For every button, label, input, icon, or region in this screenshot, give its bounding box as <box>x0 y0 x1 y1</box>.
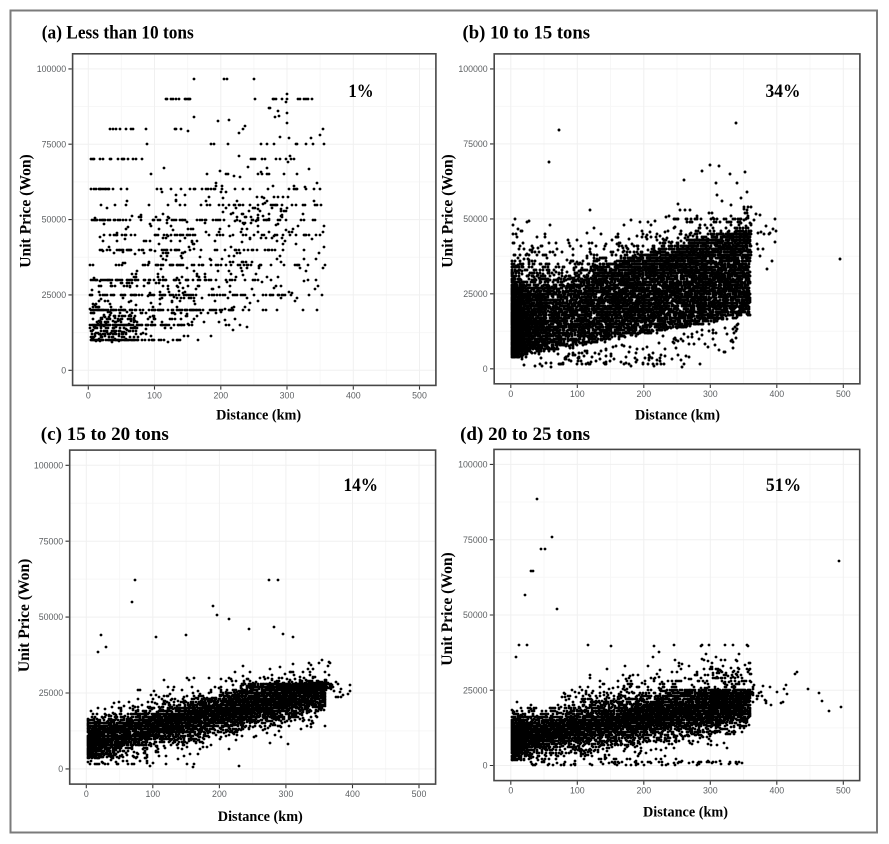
svg-text:400: 400 <box>769 786 784 796</box>
svg-text:400: 400 <box>345 789 360 799</box>
svg-text:0: 0 <box>508 389 513 399</box>
svg-text:200: 200 <box>212 789 227 799</box>
svg-text:200: 200 <box>636 389 651 399</box>
svg-text:25000: 25000 <box>39 688 64 698</box>
svg-text:100: 100 <box>145 789 160 799</box>
svg-text:Unit Price (Won): Unit Price (Won) <box>16 559 33 672</box>
svg-text:100: 100 <box>570 786 585 796</box>
svg-text:100000: 100000 <box>458 64 487 74</box>
svg-text:75000: 75000 <box>39 536 64 546</box>
svg-text:Distance (km): Distance (km) <box>216 408 301 424</box>
svg-text:0: 0 <box>61 365 66 375</box>
svg-text:500: 500 <box>836 389 851 399</box>
svg-text:50000: 50000 <box>39 612 64 622</box>
svg-text:0: 0 <box>483 364 488 374</box>
svg-text:75000: 75000 <box>463 139 488 149</box>
svg-text:34%: 34% <box>766 82 801 102</box>
svg-text:100: 100 <box>570 389 585 399</box>
svg-text:0: 0 <box>483 761 488 771</box>
svg-text:75000: 75000 <box>463 535 488 545</box>
svg-text:Unit Price (Won): Unit Price (Won) <box>439 154 456 267</box>
svg-text:500: 500 <box>836 786 851 796</box>
svg-text:(a) Less than 10 tons: (a) Less than 10 tons <box>42 23 194 44</box>
svg-text:50000: 50000 <box>42 215 67 225</box>
svg-text:300: 300 <box>703 389 718 399</box>
svg-text:0: 0 <box>58 764 63 774</box>
svg-text:14%: 14% <box>343 476 378 496</box>
svg-text:25000: 25000 <box>463 289 488 299</box>
svg-text:1%: 1% <box>348 82 373 102</box>
svg-text:0: 0 <box>508 786 513 796</box>
svg-text:50000: 50000 <box>463 214 488 224</box>
svg-text:Unit Price (Won): Unit Price (Won) <box>18 154 35 267</box>
svg-text:(b) 10 to 15 tons: (b) 10 to 15 tons <box>463 23 591 44</box>
svg-text:500: 500 <box>412 789 427 799</box>
svg-text:25000: 25000 <box>463 685 488 695</box>
svg-text:0: 0 <box>84 789 89 799</box>
svg-text:300: 300 <box>703 786 718 796</box>
svg-text:100: 100 <box>147 390 162 400</box>
svg-text:51%: 51% <box>766 476 801 496</box>
svg-text:400: 400 <box>769 389 784 399</box>
svg-text:200: 200 <box>636 786 651 796</box>
svg-text:400: 400 <box>346 390 361 400</box>
svg-text:(d) 20 to 25 tons: (d) 20 to 25 tons <box>460 424 590 445</box>
svg-text:Distance (km): Distance (km) <box>218 809 303 825</box>
svg-text:500: 500 <box>412 390 427 400</box>
svg-text:100000: 100000 <box>37 64 66 74</box>
svg-text:0: 0 <box>86 390 91 400</box>
svg-text:Unit Price (Won): Unit Price (Won) <box>439 552 456 665</box>
svg-text:100000: 100000 <box>458 460 487 470</box>
svg-text:300: 300 <box>279 789 294 799</box>
svg-text:(c) 15 to 20 tons: (c) 15 to 20 tons <box>41 424 169 445</box>
svg-text:300: 300 <box>280 390 295 400</box>
svg-text:25000: 25000 <box>42 290 67 300</box>
svg-text:75000: 75000 <box>42 139 67 149</box>
svg-text:50000: 50000 <box>463 610 488 620</box>
svg-text:100000: 100000 <box>34 460 63 470</box>
svg-text:Distance (km): Distance (km) <box>635 408 720 424</box>
svg-text:200: 200 <box>213 390 228 400</box>
svg-text:Distance (km): Distance (km) <box>643 805 728 821</box>
